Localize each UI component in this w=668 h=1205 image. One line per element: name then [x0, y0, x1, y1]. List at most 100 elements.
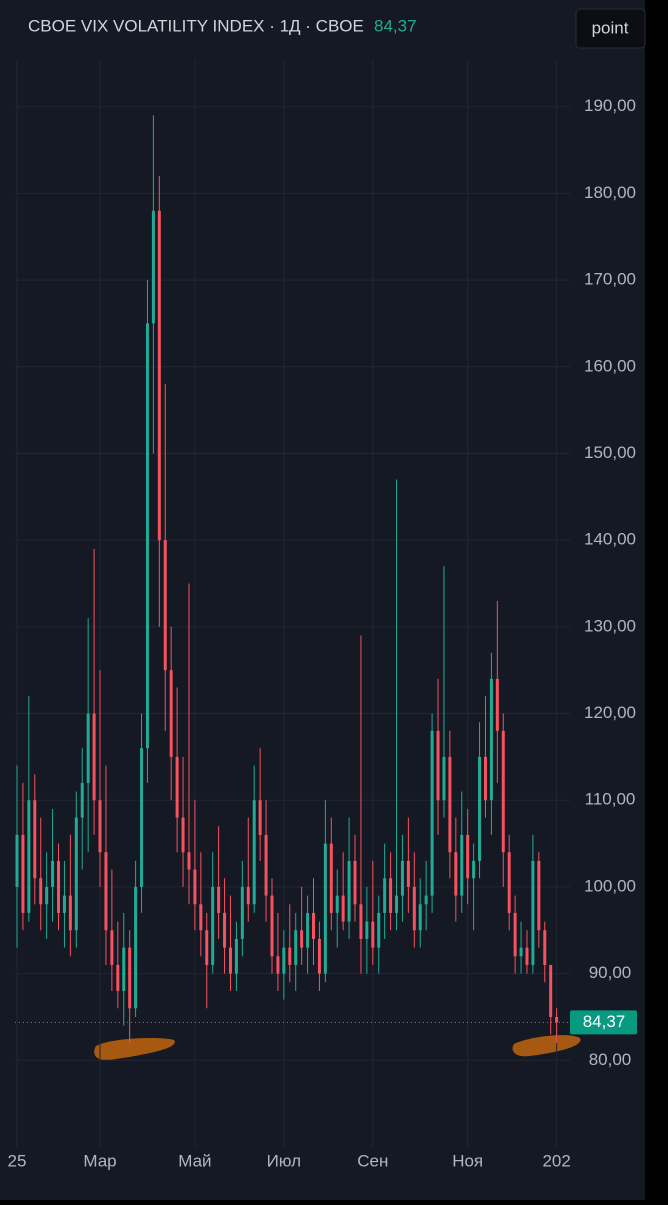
candle-body [122, 947, 126, 991]
header-price: 84,37 [374, 16, 417, 35]
point-button-label[interactable]: point [592, 18, 629, 37]
candle-body [549, 964, 553, 1017]
candle-body [400, 860, 404, 896]
candle-body [98, 800, 102, 853]
candle-body [140, 748, 144, 887]
candle-body [347, 860, 351, 922]
y-tick-label: 90,00 [589, 963, 632, 982]
y-tick-label: 80,00 [589, 1050, 632, 1069]
candle-body [460, 834, 464, 896]
candle-body [412, 886, 416, 931]
highlight-stroke [512, 1035, 581, 1057]
candle-body [371, 921, 375, 948]
x-tick-label: 202 [542, 1151, 570, 1170]
candle-body [312, 912, 315, 939]
candle-body [33, 800, 37, 879]
candle-body [507, 852, 511, 913]
candle-body [211, 886, 215, 965]
candle-body [294, 930, 298, 965]
candle-body [223, 912, 227, 948]
candle-body [270, 895, 274, 957]
candle-body [383, 878, 387, 913]
highlight-stroke [94, 1038, 175, 1061]
y-tick-label: 190,00 [584, 96, 636, 115]
candle-body [323, 843, 327, 974]
candle-body [395, 895, 399, 913]
y-tick-label: 170,00 [584, 270, 636, 289]
candle-body [134, 886, 138, 1009]
candle-body [57, 860, 61, 913]
candle-body [389, 878, 393, 913]
candle-body [175, 756, 179, 818]
candle-body [276, 956, 280, 974]
candle-body [74, 817, 78, 931]
candle-body [199, 904, 203, 931]
candle-body [264, 834, 268, 896]
y-tick-label: 150,00 [584, 443, 636, 462]
candle-body [525, 947, 529, 965]
candle-body [45, 886, 49, 905]
candle-body [187, 852, 191, 870]
candle-body [62, 895, 66, 913]
x-tick-label: Сен [357, 1151, 388, 1170]
candle-body [116, 964, 120, 991]
candle-body [234, 938, 238, 974]
y-tick-label: 140,00 [584, 530, 636, 549]
candle-body [442, 756, 446, 801]
candle-body [80, 782, 84, 818]
candle-body [110, 930, 114, 965]
candle-body [15, 834, 19, 887]
candle-body [27, 800, 31, 913]
candle-body [128, 947, 132, 1009]
candle-body [193, 869, 197, 905]
candle-body [359, 904, 363, 939]
candle-body [252, 800, 256, 905]
candle-body [288, 947, 292, 965]
candle-body [86, 713, 90, 783]
y-tick-label: 180,00 [584, 183, 636, 202]
candle-body [341, 895, 345, 922]
candle-body [513, 912, 517, 957]
candle-body [300, 930, 304, 948]
candle-body [483, 756, 487, 801]
candle-body [317, 938, 321, 974]
candle-body [39, 878, 43, 905]
y-tick-label: 130,00 [584, 616, 636, 635]
candle-body [430, 730, 434, 896]
last-price-label: 84,37 [583, 1012, 626, 1031]
last-price-box [570, 1010, 637, 1035]
y-tick-label: 110,00 [585, 790, 636, 809]
candle-body [169, 670, 173, 757]
candle-body [478, 756, 482, 861]
x-tick-label: Мар [83, 1151, 116, 1170]
candle-body [151, 210, 155, 324]
candle-body [306, 912, 310, 948]
candle-body [501, 730, 505, 853]
candle-body [157, 210, 161, 541]
candle-body [104, 852, 108, 931]
x-tick-label: Июл [267, 1151, 302, 1170]
candle-body [163, 540, 167, 671]
candle-body [329, 843, 333, 913]
candle-body [555, 1016, 559, 1023]
x-tick-label: Май [178, 1151, 211, 1170]
candle-body [205, 930, 209, 965]
candle-body [436, 730, 440, 801]
candle-body [365, 921, 369, 939]
point-button[interactable] [575, 8, 646, 49]
candle-body [258, 800, 262, 835]
candle-body [424, 895, 428, 905]
candle-body [21, 834, 25, 913]
candle-body [489, 678, 493, 801]
candle-body [92, 713, 96, 801]
candle-body [495, 678, 499, 731]
candle-body [531, 860, 535, 965]
candle-body [240, 886, 244, 939]
y-tick-label: 100,00 [584, 876, 636, 895]
candle-body [68, 895, 72, 931]
candle-body [519, 947, 523, 957]
x-tick-label: 25 [8, 1151, 27, 1170]
y-tick-label: 120,00 [584, 703, 636, 722]
